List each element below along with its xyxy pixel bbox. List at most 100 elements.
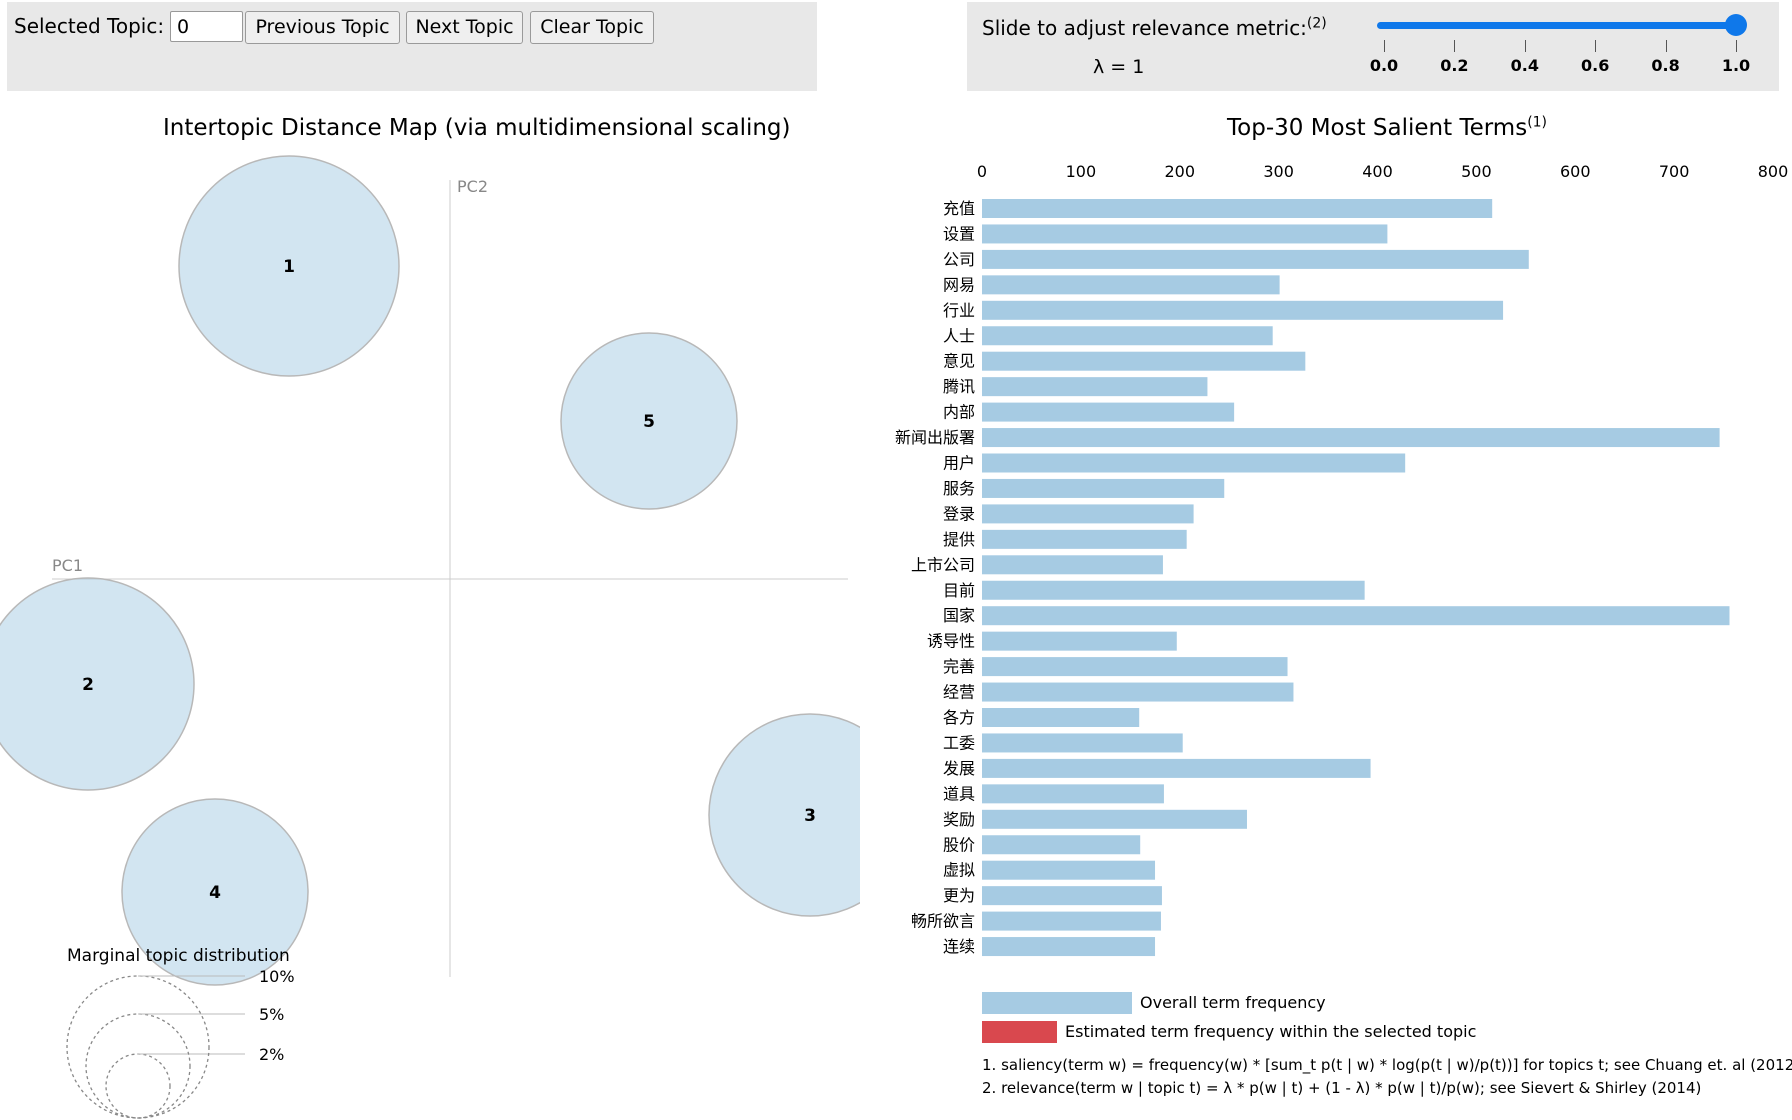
term-label[interactable]: 公司 bbox=[943, 250, 975, 269]
term-label[interactable]: 内部 bbox=[943, 403, 975, 422]
topic-bubble-3[interactable]: 3 bbox=[708, 713, 860, 917]
selected-topic-input[interactable] bbox=[170, 11, 243, 42]
slider-tick-label: 0.6 bbox=[1581, 56, 1610, 75]
term-label[interactable]: 行业 bbox=[943, 301, 975, 320]
clear-topic-button[interactable]: Clear Topic bbox=[530, 11, 654, 44]
term-frequency-bar[interactable] bbox=[982, 860, 1156, 880]
term-frequency-bar[interactable] bbox=[982, 733, 1183, 753]
term-frequency-bar[interactable] bbox=[982, 249, 1529, 269]
term-label[interactable]: 国家 bbox=[943, 606, 975, 625]
slider-label-footnote: (2) bbox=[1306, 15, 1327, 32]
term-frequency-bar[interactable] bbox=[982, 886, 1162, 906]
term-frequency-bar[interactable] bbox=[982, 453, 1406, 473]
term-frequency-bar[interactable] bbox=[982, 606, 1730, 626]
term-label[interactable]: 股价 bbox=[943, 835, 975, 854]
term-frequency-bar[interactable] bbox=[982, 199, 1493, 218]
term-frequency-bar[interactable] bbox=[982, 275, 1280, 295]
term-frequency-bar[interactable] bbox=[982, 835, 1141, 855]
term-label[interactable]: 提供 bbox=[943, 530, 975, 549]
term-label[interactable]: 连续 bbox=[943, 937, 975, 956]
term-frequency-bar[interactable] bbox=[982, 937, 1156, 957]
x-tick-label: 200 bbox=[1164, 162, 1195, 181]
term-label[interactable]: 登录 bbox=[943, 504, 975, 523]
term-label[interactable]: 道具 bbox=[943, 784, 975, 803]
term-frequency-bar[interactable] bbox=[982, 784, 1164, 804]
term-frequency-bar[interactable] bbox=[982, 631, 1177, 651]
topic-bubble-1[interactable]: 1 bbox=[178, 155, 400, 377]
pc2-label: PC2 bbox=[457, 177, 488, 196]
term-label[interactable]: 人士 bbox=[943, 326, 975, 345]
term-frequency-bar[interactable] bbox=[982, 708, 1140, 727]
marginal-size-label: 10% bbox=[259, 967, 295, 986]
term-label[interactable]: 发展 bbox=[943, 759, 975, 778]
term-frequency-bar[interactable] bbox=[982, 478, 1225, 498]
topic-circle[interactable] bbox=[708, 713, 860, 917]
term-label[interactable]: 设置 bbox=[943, 224, 975, 243]
saliency-footnote: 1. saliency(term w) = frequency(w) * [su… bbox=[982, 1056, 1792, 1074]
topic-circle[interactable] bbox=[178, 155, 400, 377]
term-frequency-bar[interactable] bbox=[982, 911, 1161, 931]
topic-circle[interactable] bbox=[560, 332, 738, 510]
term-label[interactable]: 工委 bbox=[943, 733, 975, 752]
marginal-distribution-legend: 2% 5% 10% bbox=[66, 967, 295, 1119]
topic-number-label: 5 bbox=[643, 412, 655, 432]
term-frequency-bar[interactable] bbox=[982, 504, 1194, 524]
term-label[interactable]: 意见 bbox=[943, 352, 975, 371]
marginal-size-circle bbox=[66, 975, 210, 1119]
topic-bubble-5[interactable]: 5 bbox=[560, 332, 738, 510]
term-label[interactable]: 充值 bbox=[943, 199, 975, 218]
term-label[interactable]: 奖励 bbox=[943, 810, 975, 829]
topic-circle[interactable] bbox=[0, 577, 195, 791]
marginal-size-circle bbox=[85, 1013, 191, 1119]
relevance-slider-handle[interactable] bbox=[1725, 14, 1747, 36]
term-frequency-bar[interactable] bbox=[982, 224, 1388, 244]
topic-circle[interactable] bbox=[121, 798, 309, 986]
term-frequency-bar[interactable] bbox=[982, 657, 1288, 677]
slider-tick-label: 0.2 bbox=[1440, 56, 1469, 75]
x-tick-label: 0 bbox=[977, 162, 987, 181]
term-frequency-bar[interactable] bbox=[982, 809, 1247, 829]
relevance-footnote: 2. relevance(term w | topic t) = λ * p(w… bbox=[982, 1079, 1702, 1097]
term-label[interactable]: 新闻出版署 bbox=[895, 428, 975, 447]
term-frequency-bar[interactable] bbox=[982, 580, 1365, 600]
term-label[interactable]: 腾讯 bbox=[943, 377, 975, 396]
pc1-label: PC1 bbox=[52, 556, 83, 575]
slider-tick-label: 0.0 bbox=[1369, 56, 1399, 75]
term-label[interactable]: 用户 bbox=[943, 454, 975, 473]
term-frequency-bar[interactable] bbox=[982, 428, 1720, 448]
term-frequency-bar[interactable] bbox=[982, 402, 1235, 422]
topic-bubble-2[interactable]: 2 bbox=[0, 577, 195, 791]
x-tick-label: 300 bbox=[1263, 162, 1294, 181]
term-label[interactable]: 虚拟 bbox=[943, 861, 975, 880]
lambda-value: λ = 1 bbox=[1093, 56, 1145, 78]
term-frequency-bar[interactable] bbox=[982, 377, 1208, 397]
term-frequency-bar[interactable] bbox=[982, 529, 1187, 549]
previous-topic-button[interactable]: Previous Topic bbox=[245, 11, 400, 44]
relevance-slider-track[interactable] bbox=[1377, 22, 1735, 29]
term-label[interactable]: 更为 bbox=[943, 886, 975, 905]
term-frequency-bar[interactable] bbox=[982, 758, 1371, 778]
term-frequency-bar[interactable] bbox=[982, 682, 1294, 702]
term-label[interactable]: 各方 bbox=[943, 708, 975, 727]
term-frequency-bar[interactable] bbox=[982, 300, 1504, 320]
term-label[interactable]: 诱导性 bbox=[927, 632, 975, 651]
term-frequency-bar[interactable] bbox=[982, 351, 1306, 371]
term-label[interactable]: 网易 bbox=[943, 275, 975, 294]
term-frequency-bar[interactable] bbox=[982, 326, 1273, 346]
slider-tick-mark bbox=[1595, 40, 1597, 52]
term-label[interactable]: 上市公司 bbox=[911, 555, 975, 574]
term-label[interactable]: 畅所欲言 bbox=[911, 912, 975, 931]
term-frequency-bar[interactable] bbox=[982, 555, 1163, 575]
salient-terms-bar-chart: 0 100 200 300 400 500 600 700 800 充值设置公司网易行业人士意见… bbox=[895, 162, 1788, 957]
term-label[interactable]: 经营 bbox=[943, 683, 975, 702]
x-tick-label: 100 bbox=[1066, 162, 1097, 181]
x-tick-label: 400 bbox=[1362, 162, 1393, 181]
term-label[interactable]: 完善 bbox=[943, 657, 975, 676]
x-tick-label: 600 bbox=[1560, 162, 1591, 181]
slider-tick-label: 0.8 bbox=[1651, 56, 1680, 75]
term-label[interactable]: 目前 bbox=[943, 581, 975, 600]
topic-bubble-4[interactable]: 4 bbox=[121, 798, 309, 986]
next-topic-button[interactable]: Next Topic bbox=[406, 11, 523, 44]
topic-frequency-swatch bbox=[982, 1021, 1057, 1043]
term-label[interactable]: 服务 bbox=[943, 479, 975, 498]
